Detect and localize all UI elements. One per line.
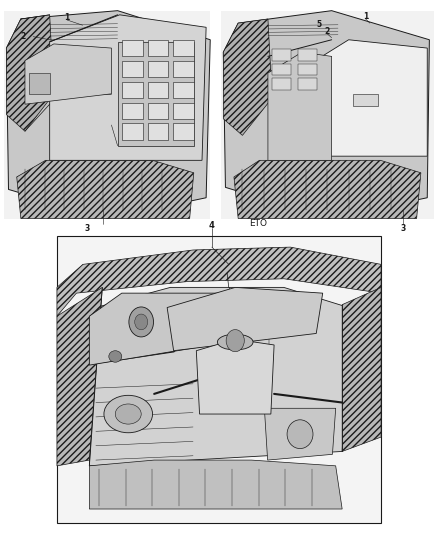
Polygon shape [25,44,111,104]
Bar [122,40,143,56]
Bar [173,61,194,77]
Polygon shape [89,293,219,365]
Text: 2: 2 [20,32,25,41]
Bar [298,63,317,75]
Polygon shape [17,160,194,219]
Bar [57,236,381,523]
Ellipse shape [287,420,313,449]
Polygon shape [302,40,427,156]
Bar [122,61,143,77]
Ellipse shape [115,404,141,424]
Text: ETO: ETO [249,220,268,228]
Polygon shape [89,287,349,466]
Bar [148,82,168,98]
Polygon shape [49,15,206,160]
Polygon shape [234,160,421,219]
Polygon shape [196,339,274,414]
Text: 5: 5 [316,20,321,29]
Text: 1: 1 [64,13,70,22]
Bar [29,73,49,94]
Bar [173,40,194,56]
Circle shape [135,314,148,330]
Text: 3: 3 [84,224,89,232]
Bar [117,42,194,146]
Bar [173,123,194,140]
Polygon shape [57,247,381,316]
Polygon shape [268,52,332,160]
Bar [148,102,168,119]
Bar [298,78,317,90]
Bar [122,102,143,119]
Polygon shape [7,15,54,131]
Text: 1: 1 [363,12,368,21]
Polygon shape [4,11,210,219]
Polygon shape [223,19,272,135]
Polygon shape [265,408,336,460]
Bar [148,61,168,77]
Polygon shape [167,287,323,351]
Polygon shape [223,11,429,219]
Ellipse shape [104,395,152,433]
Ellipse shape [109,351,122,362]
Circle shape [226,329,244,352]
Bar [122,82,143,98]
Circle shape [129,307,154,337]
Text: 3: 3 [400,224,406,232]
Bar [122,123,143,140]
Bar [272,78,291,90]
Bar [272,49,291,61]
Bar [173,82,194,98]
Text: 2: 2 [325,27,330,36]
Bar [353,94,378,106]
Text: 4: 4 [209,221,215,230]
Bar [272,63,291,75]
Polygon shape [221,11,434,219]
Polygon shape [7,11,210,219]
Polygon shape [342,287,381,451]
Bar [148,40,168,56]
Bar [298,49,317,61]
Polygon shape [57,287,102,466]
Bar [148,123,168,140]
Bar [173,102,194,119]
Polygon shape [89,460,342,509]
Ellipse shape [217,334,253,350]
